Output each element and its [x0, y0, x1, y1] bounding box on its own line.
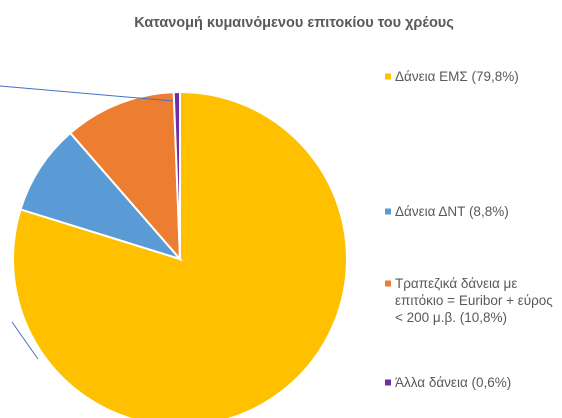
legend-entry: Τραπεζικά δάνεια με επιτόκιο = Euribor +…: [395, 276, 557, 325]
legend-marker: [385, 208, 391, 215]
pie-slice: [172, 90, 181, 260]
legend-value-label: (8,8%): [469, 204, 509, 219]
legend-marker: [385, 379, 391, 386]
legend-value-label: (0,6%): [472, 375, 512, 390]
chart-title: Κατανομή κυμαινόμενου επιτοκίου του χρέο…: [134, 15, 454, 31]
pie-slice: [68, 91, 182, 262]
legend-entry: Δάνεια ΔΝΤ (8,8%): [395, 204, 509, 219]
pie-slice: [12, 90, 348, 418]
legend-marker: [385, 73, 391, 80]
legend-label: Τραπεζικά δάνεια με επιτόκιο = Euribor +…: [395, 276, 557, 325]
pie-slice: [19, 131, 184, 262]
legend: Δάνεια ΕΜΣ (79,8%) Δάνεια ΔΝΤ (8,8%) Τραπε…: [385, 69, 557, 390]
leader-line: [0, 85, 174, 102]
legend-label: Δάνεια ΕΜΣ: [395, 69, 468, 84]
legend-label: Άλλα δάνεια: [395, 375, 468, 390]
legend-value-label: (79,8%): [472, 69, 519, 84]
legend-entry: Άλλα δάνεια (0,6%): [395, 375, 511, 390]
legend-label: Δάνεια ΔΝΤ: [395, 204, 465, 219]
legend-marker: [385, 280, 391, 287]
legend-entry: Δάνεια ΕΜΣ (79,8%): [395, 69, 519, 84]
legend-value-label: (10,8%): [460, 310, 507, 325]
leader-line: [11, 321, 39, 360]
pie: [12, 90, 348, 418]
